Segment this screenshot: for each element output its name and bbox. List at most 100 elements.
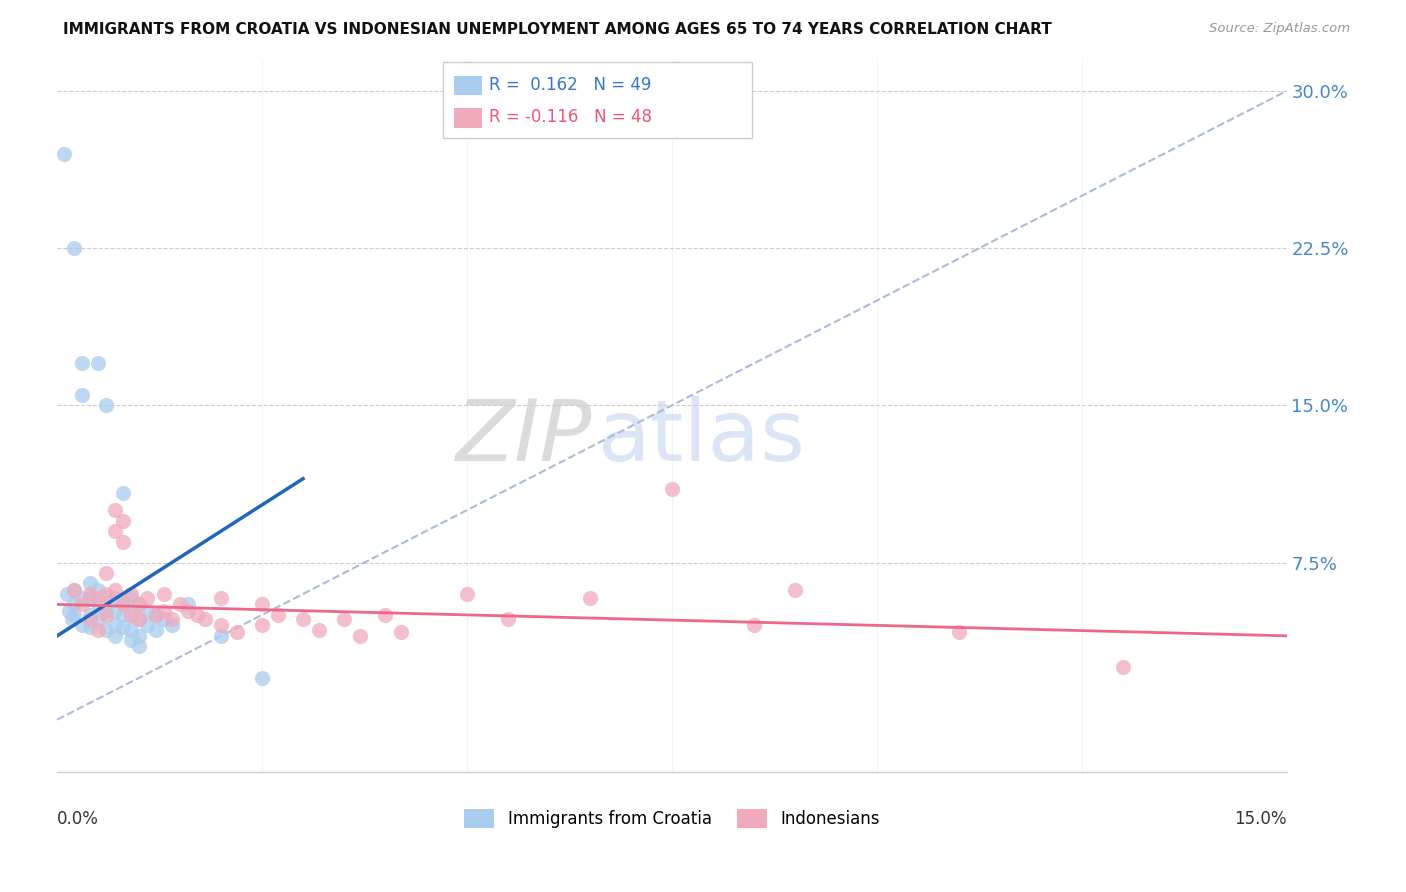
Point: [349, 629, 371, 643]
Point: [96, 607, 118, 622]
Point: [250, 618, 273, 632]
Point: [128, 612, 150, 626]
Point: [87, 612, 110, 626]
Point: [120, 587, 142, 601]
Point: [661, 482, 683, 496]
Point: [391, 624, 413, 639]
Point: [160, 612, 183, 626]
Point: [87, 623, 110, 637]
Point: [579, 591, 602, 606]
Point: [87, 582, 110, 597]
Point: [79, 620, 101, 634]
Point: [333, 612, 356, 626]
Point: [456, 587, 478, 601]
Point: [226, 624, 249, 639]
Point: [267, 607, 290, 622]
Point: [111, 534, 134, 549]
Point: [948, 624, 970, 639]
Point: [292, 612, 315, 626]
Point: [194, 612, 217, 626]
Point: [177, 604, 200, 618]
Point: [62, 582, 84, 597]
Point: [111, 598, 134, 612]
Point: [111, 595, 134, 609]
Point: [145, 607, 167, 622]
Point: [87, 356, 110, 370]
Point: [120, 607, 142, 622]
Point: [96, 566, 118, 580]
Point: [136, 618, 159, 632]
Point: [128, 598, 150, 612]
Point: [120, 607, 142, 622]
Point: [783, 582, 806, 597]
Point: [152, 612, 174, 626]
Point: [56, 587, 79, 601]
Point: [79, 612, 101, 626]
Point: [186, 607, 208, 622]
Point: [145, 607, 167, 622]
Point: [111, 620, 134, 634]
Point: [111, 486, 134, 500]
Point: [111, 514, 134, 528]
Legend: Immigrants from Croatia, Indonesians: Immigrants from Croatia, Indonesians: [457, 803, 886, 835]
Point: [250, 598, 273, 612]
Point: [96, 587, 118, 601]
Text: 15.0%: 15.0%: [1234, 810, 1286, 828]
Point: [111, 607, 134, 622]
Point: [136, 604, 159, 618]
Point: [62, 607, 84, 622]
Text: IMMIGRANTS FROM CROATIA VS INDONESIAN UNEMPLOYMENT AMONG AGES 65 TO 74 YEARS COR: IMMIGRANTS FROM CROATIA VS INDONESIAN UN…: [63, 22, 1052, 37]
Point: [152, 587, 174, 601]
Text: R = -0.116   N = 48: R = -0.116 N = 48: [489, 108, 652, 126]
Point: [374, 607, 396, 622]
Point: [62, 582, 84, 597]
Point: [209, 591, 232, 606]
Point: [62, 598, 84, 612]
Text: R =  0.162   N = 49: R = 0.162 N = 49: [489, 76, 651, 94]
Point: [152, 604, 174, 618]
Point: [87, 591, 110, 606]
Point: [70, 598, 93, 612]
Point: [128, 598, 150, 612]
Point: [103, 591, 125, 606]
Point: [103, 629, 125, 643]
Point: [209, 629, 232, 643]
Point: [103, 503, 125, 517]
Point: [103, 582, 125, 597]
Point: [169, 598, 191, 612]
Point: [103, 524, 125, 538]
Point: [250, 671, 273, 685]
Point: [128, 629, 150, 643]
Point: [120, 591, 142, 606]
Point: [103, 604, 125, 618]
Point: [79, 591, 101, 606]
Point: [62, 241, 84, 255]
Point: [70, 388, 93, 402]
Text: ZIP: ZIP: [456, 396, 592, 479]
Point: [58, 604, 80, 618]
Text: atlas: atlas: [598, 396, 806, 479]
Point: [96, 604, 118, 618]
Point: [128, 612, 150, 626]
Point: [308, 623, 330, 637]
Point: [160, 618, 183, 632]
Point: [79, 587, 101, 601]
Point: [70, 618, 93, 632]
Point: [70, 356, 93, 370]
Point: [120, 623, 142, 637]
Point: [79, 607, 101, 622]
Point: [52, 147, 75, 161]
Text: Source: ZipAtlas.com: Source: ZipAtlas.com: [1209, 22, 1350, 36]
Point: [136, 591, 159, 606]
Point: [209, 618, 232, 632]
Point: [96, 398, 118, 412]
Point: [128, 640, 150, 654]
Point: [1111, 660, 1133, 674]
Text: 0.0%: 0.0%: [58, 810, 98, 828]
Point: [120, 633, 142, 648]
Point: [96, 623, 118, 637]
Point: [177, 598, 200, 612]
Point: [145, 623, 167, 637]
Point: [496, 612, 519, 626]
Point: [742, 618, 765, 632]
